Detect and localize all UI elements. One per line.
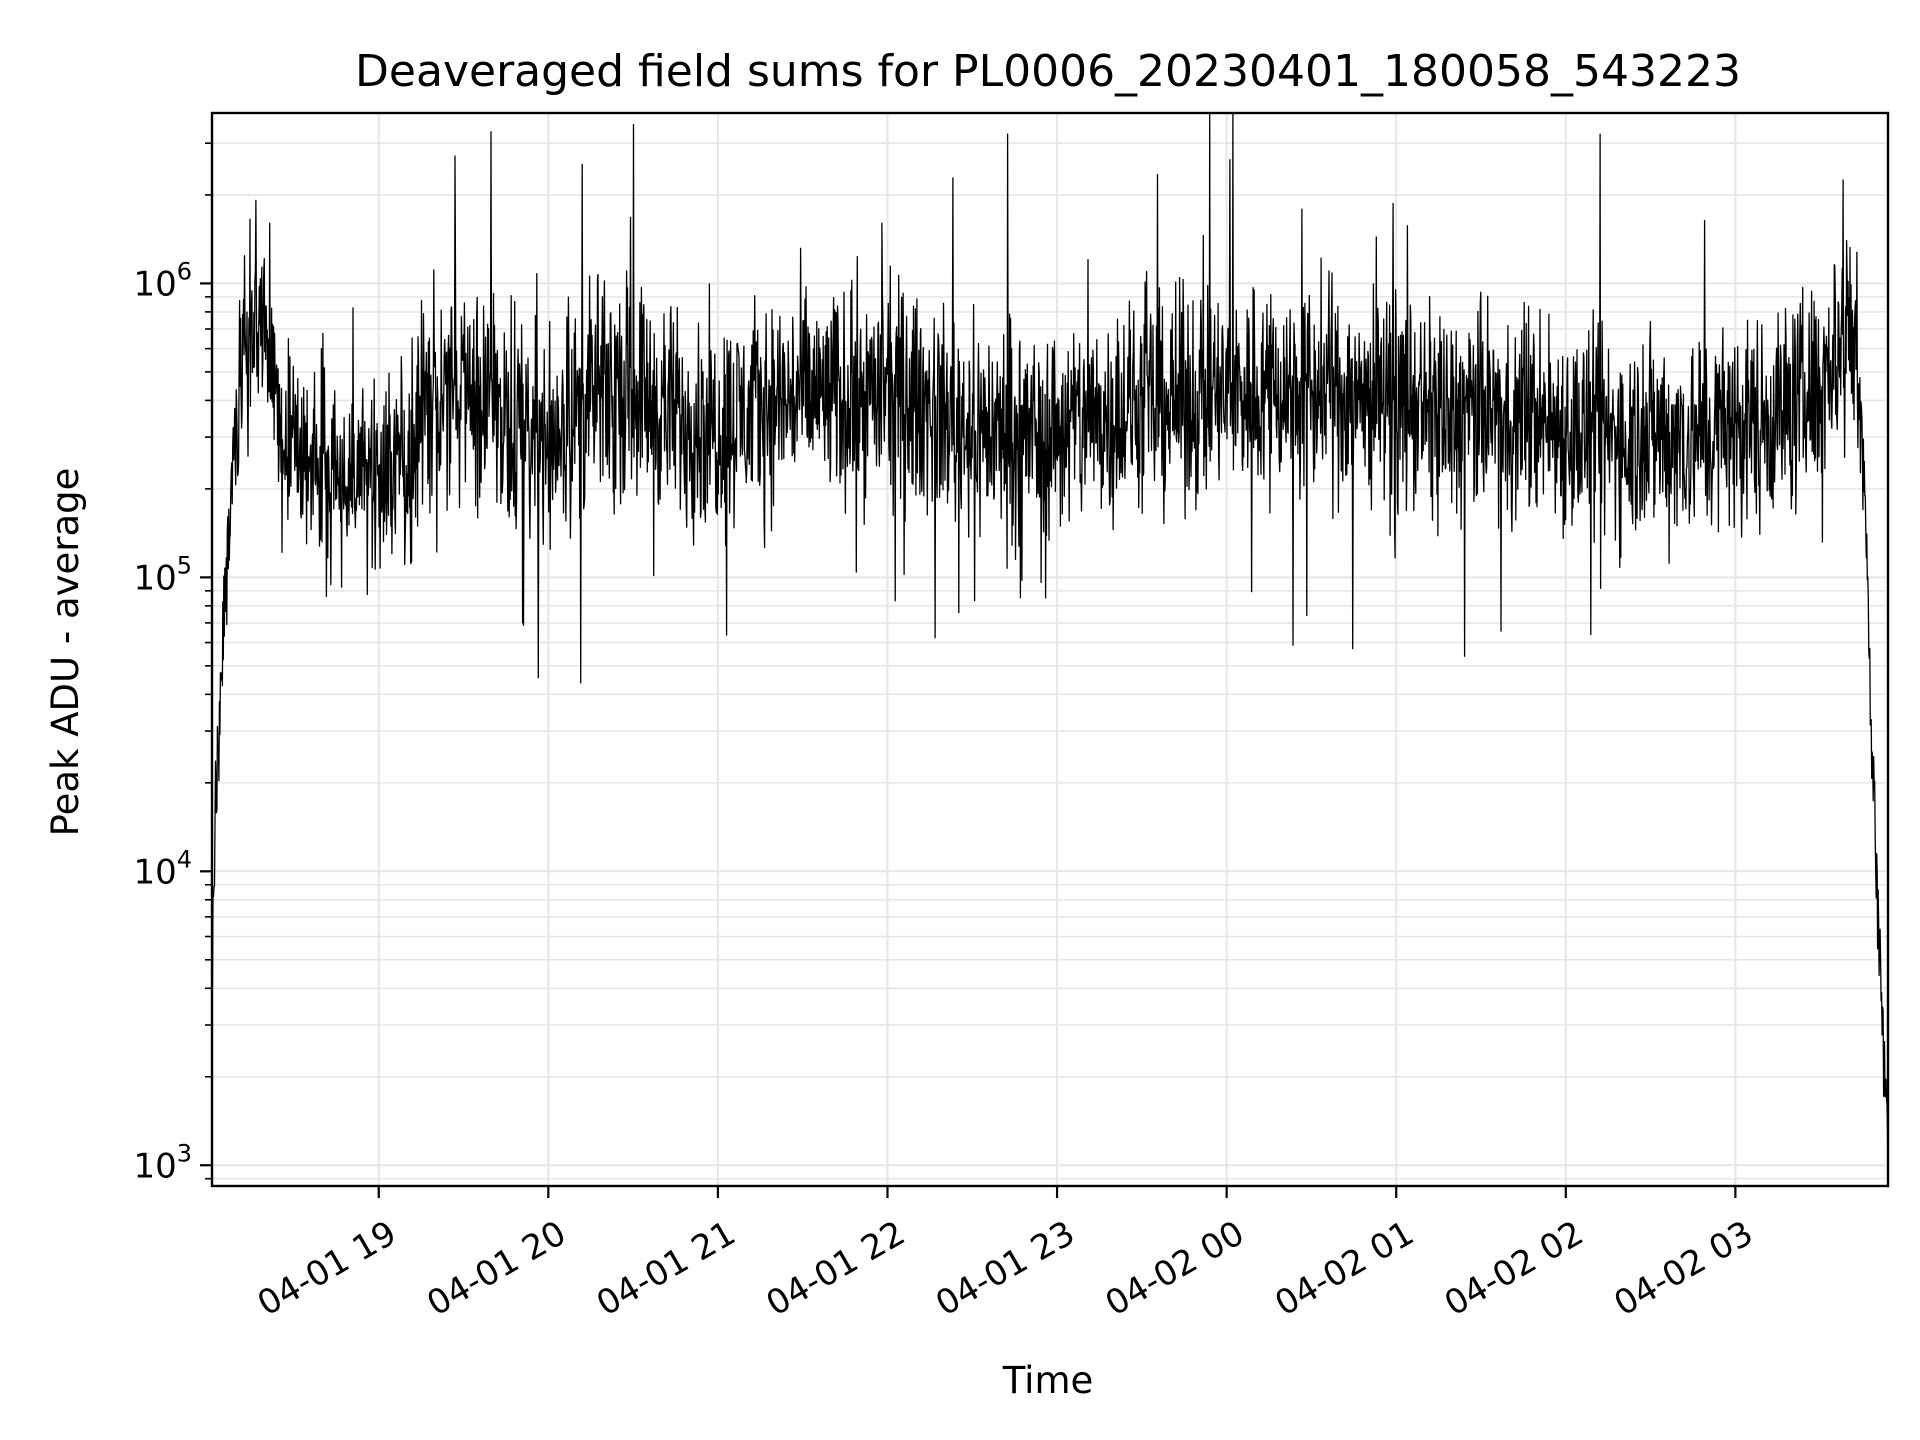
y-tick-base: 10: [133, 264, 176, 304]
y-axis-label: Peak ADU - average: [44, 468, 87, 837]
chart-title: Deaveraged field sums for PL0006_2023040…: [355, 46, 1741, 97]
y-tick-label: 106: [133, 257, 192, 304]
y-tick-label: 104: [133, 845, 192, 892]
y-tick-base: 10: [133, 558, 176, 598]
y-tick-label: 103: [133, 1139, 192, 1186]
y-tick-exponent: 6: [177, 257, 192, 285]
series-line: [211, 112, 1889, 1185]
y-tick-exponent: 3: [177, 1139, 192, 1167]
x-gridlines: [377, 113, 1737, 1186]
y-tick-base: 10: [133, 852, 176, 892]
plot-frame: [210, 111, 1890, 1188]
y-tick-base: 10: [133, 1146, 176, 1186]
x-axis-label: Time: [1002, 1359, 1094, 1402]
y-tick-exponent: 5: [177, 551, 192, 579]
y-tick-exponent: 4: [177, 845, 192, 873]
y-tick-label: 105: [133, 551, 192, 598]
